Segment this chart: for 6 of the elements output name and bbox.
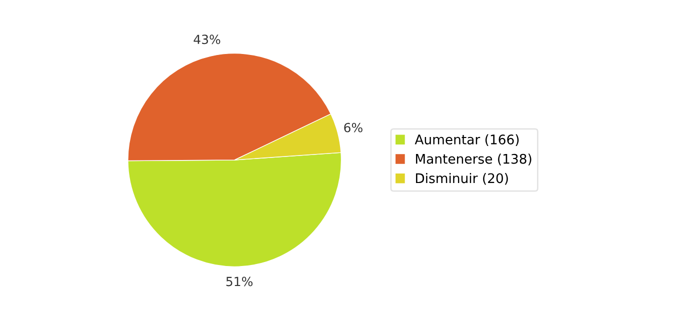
data-label: 6% bbox=[344, 122, 362, 132]
legend-label: Aumentar (166) bbox=[414, 134, 519, 146]
data-label: 51% bbox=[226, 276, 253, 286]
data-label: 43% bbox=[194, 34, 220, 44]
legend-label: Disminuir (20) bbox=[416, 172, 508, 185]
legend-label: Mantenerse (138) bbox=[416, 154, 532, 166]
